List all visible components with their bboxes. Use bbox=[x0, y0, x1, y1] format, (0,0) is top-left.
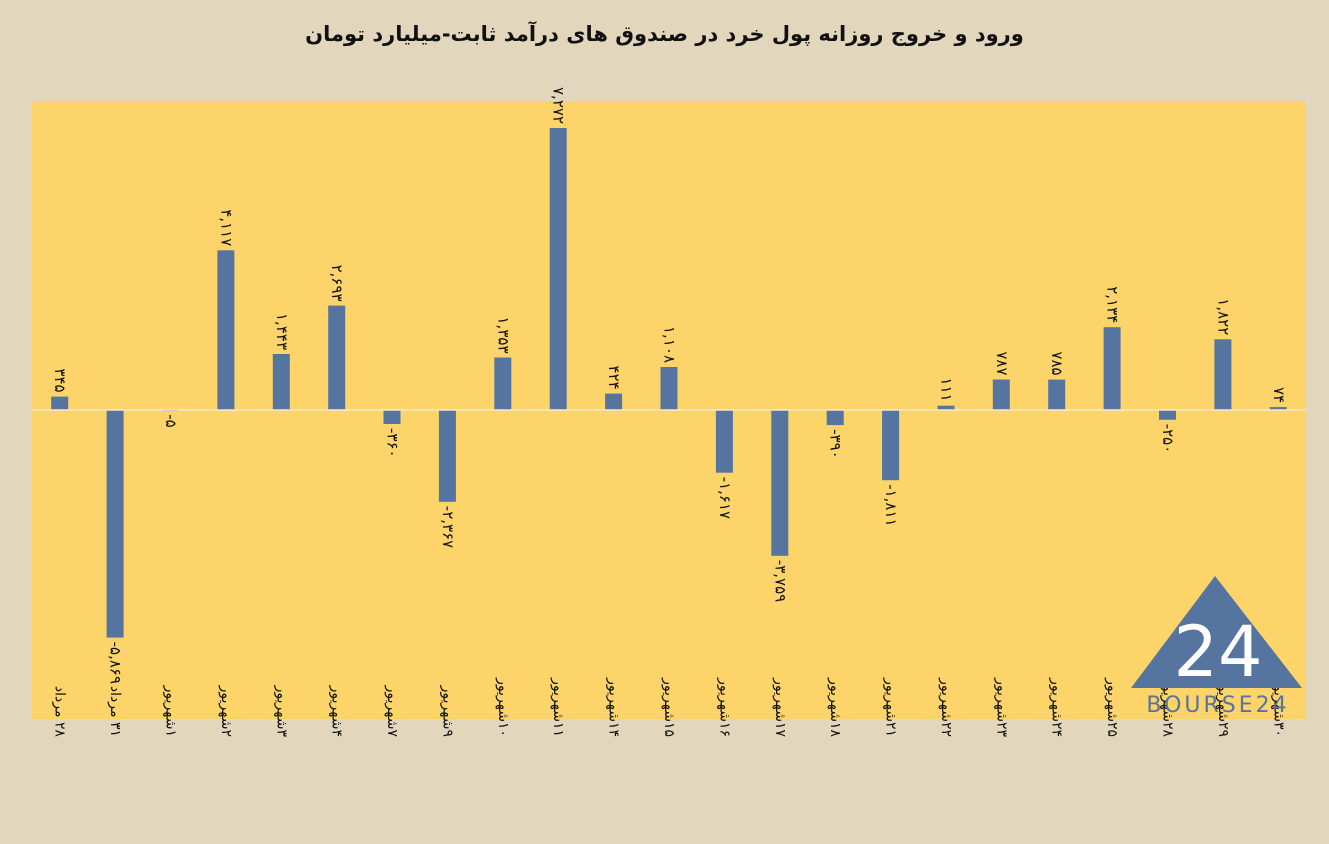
value-label: ۴,۱۱۷ bbox=[217, 209, 235, 246]
category-label: ۱۱شهریور bbox=[550, 677, 566, 737]
bar bbox=[383, 410, 401, 424]
category-label: ۹شهریور bbox=[439, 685, 455, 737]
value-label: ۱,۳۵۳ bbox=[494, 317, 512, 354]
bar bbox=[106, 410, 124, 638]
value-label: ۲,۱۳۴ bbox=[1104, 286, 1122, 323]
category-label: ۳شهریور bbox=[273, 685, 289, 738]
value-label: -۲,۳۶۷ bbox=[439, 506, 457, 548]
value-label: ۷۴ bbox=[1270, 387, 1288, 403]
value-label: -۳۹۰ bbox=[827, 429, 845, 459]
logo-mark: 24 bbox=[1173, 611, 1262, 693]
bar bbox=[937, 405, 955, 410]
value-label: ۳۴۵ bbox=[51, 368, 69, 392]
value-label: -۳,۷۵۹ bbox=[771, 560, 789, 602]
logo-text: BOURSE24 bbox=[1146, 693, 1289, 718]
bar bbox=[328, 305, 346, 410]
category-label: ۲۴شهریور bbox=[1049, 677, 1065, 737]
value-label: ۷۸۷ bbox=[993, 351, 1011, 375]
bar bbox=[1214, 339, 1232, 410]
category-label: ۱۰شهریور bbox=[495, 677, 511, 737]
bar bbox=[771, 410, 789, 556]
category-label: ۱۸شهریور bbox=[827, 677, 843, 737]
bar bbox=[494, 357, 512, 410]
value-label: ۴۲۴ bbox=[605, 365, 623, 389]
category-label: ۲۲شهریور bbox=[938, 677, 954, 737]
bars bbox=[51, 128, 1287, 638]
bar bbox=[1103, 327, 1121, 410]
logo-triangle bbox=[1131, 576, 1302, 688]
category-label: ۷شهریور bbox=[384, 685, 400, 738]
value-label: ۱,۱۰۸ bbox=[661, 326, 679, 363]
bourse24-logo: 24 BOURSE24 bbox=[1131, 576, 1302, 718]
value-label: -۱,۸۱۱ bbox=[882, 484, 900, 526]
bar bbox=[1159, 410, 1176, 420]
category-label: ۲۸ مرداد bbox=[52, 686, 68, 738]
bar bbox=[605, 393, 623, 410]
category-label: ۲۱شهریور bbox=[883, 677, 899, 737]
value-label: ۱,۸۲۲ bbox=[1214, 298, 1232, 335]
value-label: ۱۱۱ bbox=[938, 378, 956, 402]
bar bbox=[882, 410, 900, 481]
bar bbox=[992, 379, 1010, 410]
bar bbox=[1048, 379, 1066, 410]
category-label: ۱۵شهریور bbox=[661, 677, 677, 737]
category-label: ۲۸شهریور bbox=[1160, 677, 1176, 737]
value-label: -۲۵۰ bbox=[1159, 424, 1177, 454]
bar bbox=[660, 367, 678, 410]
category-label: ۲۹شهریور bbox=[1215, 677, 1231, 737]
bar bbox=[438, 410, 456, 502]
value-label: ۱,۴۴۳ bbox=[273, 313, 291, 350]
bar bbox=[826, 410, 844, 426]
category-labels: ۲۸ مرداد ۳۱ مرداد ۱شهریور ۲شهریور ۳شهریور ۴شه… bbox=[52, 677, 1287, 737]
category-label: ۴شهریور bbox=[329, 685, 345, 737]
value-label: -۳۶۰ bbox=[384, 428, 402, 458]
category-label: ۱شهریور bbox=[163, 685, 179, 737]
value-label: ۲,۶۹۳ bbox=[328, 265, 346, 302]
bar bbox=[217, 250, 235, 410]
category-label: ۲۵شهریور bbox=[1104, 677, 1120, 737]
category-label: ۱۷شهریور bbox=[772, 677, 788, 737]
category-label: ۱۴شهریور bbox=[606, 677, 622, 737]
bar bbox=[51, 396, 69, 410]
value-label: -۵ bbox=[162, 414, 180, 427]
category-label: ۲شهریور bbox=[218, 685, 234, 737]
value-label: -۱,۶۱۷ bbox=[716, 477, 734, 519]
value-label: ۷,۲۷۲ bbox=[550, 87, 568, 124]
category-label: ۳۱ مرداد bbox=[107, 686, 123, 737]
category-label: ۱۶شهریور bbox=[716, 677, 732, 737]
chart-title: ورود و خروج روزانه پول خرد در صندوق های … bbox=[305, 22, 1024, 46]
value-label: -۵,۸۶۹ bbox=[107, 642, 125, 684]
value-label: ۷۸۵ bbox=[1048, 351, 1066, 375]
category-label: ۲۳شهریور bbox=[993, 677, 1009, 737]
category-label: ۳۰شهریور bbox=[1270, 677, 1286, 737]
bar bbox=[549, 128, 567, 410]
bar bbox=[272, 354, 290, 410]
bar bbox=[1269, 407, 1287, 410]
value-labels: ۳۴۵ -۵,۸۶۹ -۵ ۴,۱۱۷ ۱,۴۴۳ ۲,۶۹۳ -۳۶۰ -۲,۳۶۷ ۱,۳۵… bbox=[51, 87, 1288, 684]
bar bbox=[715, 410, 733, 473]
